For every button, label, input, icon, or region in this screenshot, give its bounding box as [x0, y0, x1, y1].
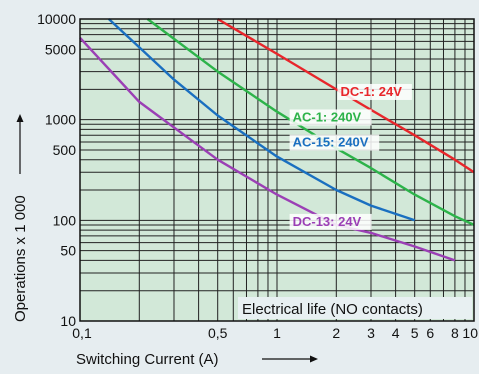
x-axis-label: Switching Current (A)	[76, 351, 219, 368]
x-axis-title: Switching Current (A)	[76, 351, 318, 368]
x-tick-label: 10	[462, 325, 478, 341]
x-tick-label: 3	[367, 325, 375, 341]
series-label: AC-15: 240V	[293, 135, 369, 150]
series-label-background	[289, 213, 372, 230]
y-tick-label: 50	[60, 243, 76, 259]
x-tick-label: 8	[451, 325, 459, 341]
note-background	[238, 297, 472, 319]
series-labels: DC-1: 24V AC-1: 240V AC-15: 240V DC-13: 24V	[289, 83, 412, 230]
note-label: Electrical life (NO contacts)	[242, 301, 423, 318]
y-axis-title: Operations x 1 000	[12, 114, 29, 322]
x-tick-label: 4	[392, 325, 400, 341]
note-box: Electrical life (NO contacts)	[238, 297, 472, 319]
x-tick-label: 5	[411, 325, 419, 341]
y-tick-labels: 10 50 100 500 1000 5000 10000	[37, 11, 76, 329]
x-tick-label: 6	[426, 325, 434, 341]
series-label-background	[337, 83, 412, 100]
series-label: DC-1: 24V	[340, 84, 402, 99]
y-tick-label: 10000	[37, 11, 76, 27]
y-tick-label: 500	[53, 142, 77, 158]
series-label-background	[289, 109, 372, 126]
x-tick-label: 0,1	[72, 325, 92, 341]
y-axis-arrowhead	[16, 114, 24, 122]
series-line	[146, 18, 475, 226]
x-axis-arrowhead	[310, 355, 318, 363]
series-line	[107, 18, 416, 222]
plot-border	[79, 18, 475, 322]
x-tick-label: 2	[332, 325, 340, 341]
y-tick-label: 10	[60, 313, 76, 329]
series-line	[79, 36, 456, 262]
y-tick-label: 100	[53, 212, 77, 228]
y-tick-label: 1000	[45, 112, 76, 128]
x-tick-label: 1	[273, 325, 281, 341]
series-label-background	[289, 134, 380, 151]
y-tick-label: 5000	[45, 41, 76, 57]
grid	[80, 19, 474, 321]
series-label: DC-13: 24V	[293, 214, 362, 229]
series-label: AC-1: 240V	[293, 109, 362, 124]
x-tick-label: 0,5	[208, 325, 228, 341]
y-axis-label: Operations x 1 000	[12, 195, 29, 322]
x-tick-labels: 0,1 0,5 1 2 3 4 5 6 8 10	[72, 325, 478, 341]
